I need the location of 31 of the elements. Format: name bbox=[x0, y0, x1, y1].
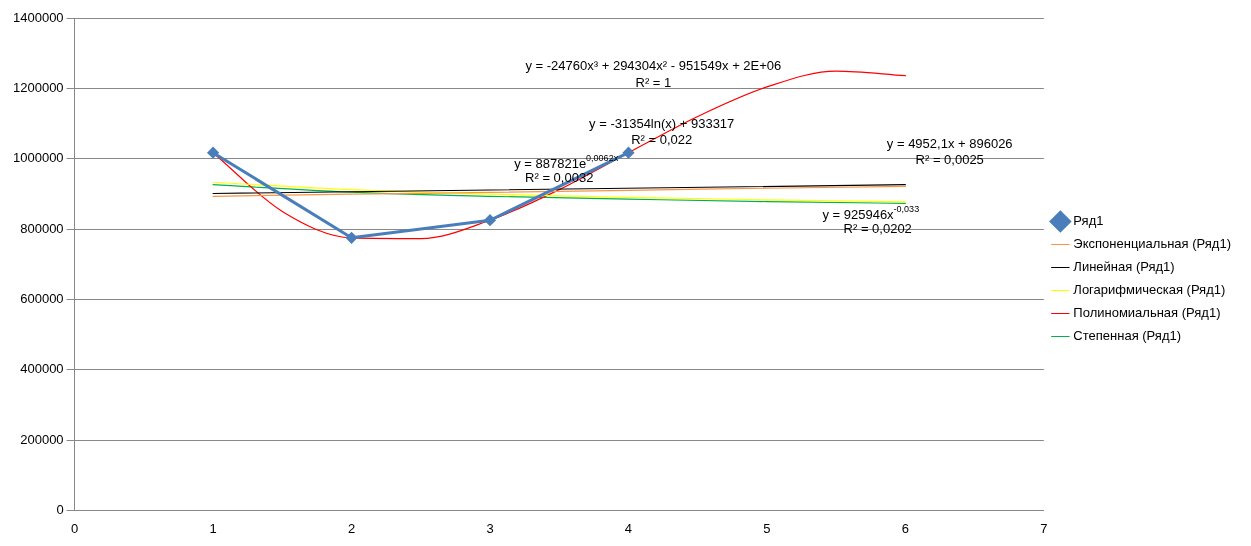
y-tick-label: 400000 bbox=[20, 361, 64, 377]
legend-label: Логарифмическая (Ряд1) bbox=[1073, 282, 1226, 298]
point bbox=[622, 147, 634, 159]
legend-label: Ряд1 bbox=[1073, 213, 1104, 229]
annotation: R² = 0,0025 bbox=[915, 152, 984, 168]
y-tick-label: 1400000 bbox=[12, 9, 64, 25]
x-tick-label: 7 bbox=[1040, 520, 1048, 536]
x-tick-label: 0 bbox=[70, 520, 79, 536]
annotation: R² = 0,0202 bbox=[843, 220, 912, 236]
point bbox=[207, 147, 219, 159]
y-tick-label: 200000 bbox=[20, 431, 64, 447]
annotation: R² = 1 bbox=[635, 74, 672, 90]
x-tick-label: 6 bbox=[901, 520, 910, 536]
legend-label: Степенная (Ряд1) bbox=[1073, 328, 1182, 344]
legend-label: Линейная (Ряд1) bbox=[1073, 259, 1175, 275]
point bbox=[346, 232, 358, 244]
x-tick-label: 4 bbox=[624, 520, 633, 536]
y-tick-label: 1200000 bbox=[12, 79, 64, 95]
y-tick-label: 0 bbox=[56, 501, 64, 517]
y-tick-label: 1000000 bbox=[12, 150, 64, 166]
x-tick-label: 2 bbox=[347, 520, 356, 536]
x-tick-label: 1 bbox=[209, 520, 217, 536]
legend-label: Экспоненциальная (Ряд1) bbox=[1073, 236, 1232, 252]
annotation: y = 4952,1x + 896026 bbox=[886, 136, 1013, 152]
legend-label: Полиномиальная (Ряд1) bbox=[1073, 305, 1221, 321]
annotation: y = -24760x³ + 294304x² - 951549x + 2E+06 bbox=[525, 58, 782, 74]
point bbox=[484, 214, 496, 226]
y-tick-label: 800000 bbox=[20, 220, 64, 236]
x-tick-label: 5 bbox=[763, 520, 771, 536]
x-tick-label: 3 bbox=[486, 520, 494, 536]
y-tick-label: 600000 bbox=[20, 290, 64, 306]
